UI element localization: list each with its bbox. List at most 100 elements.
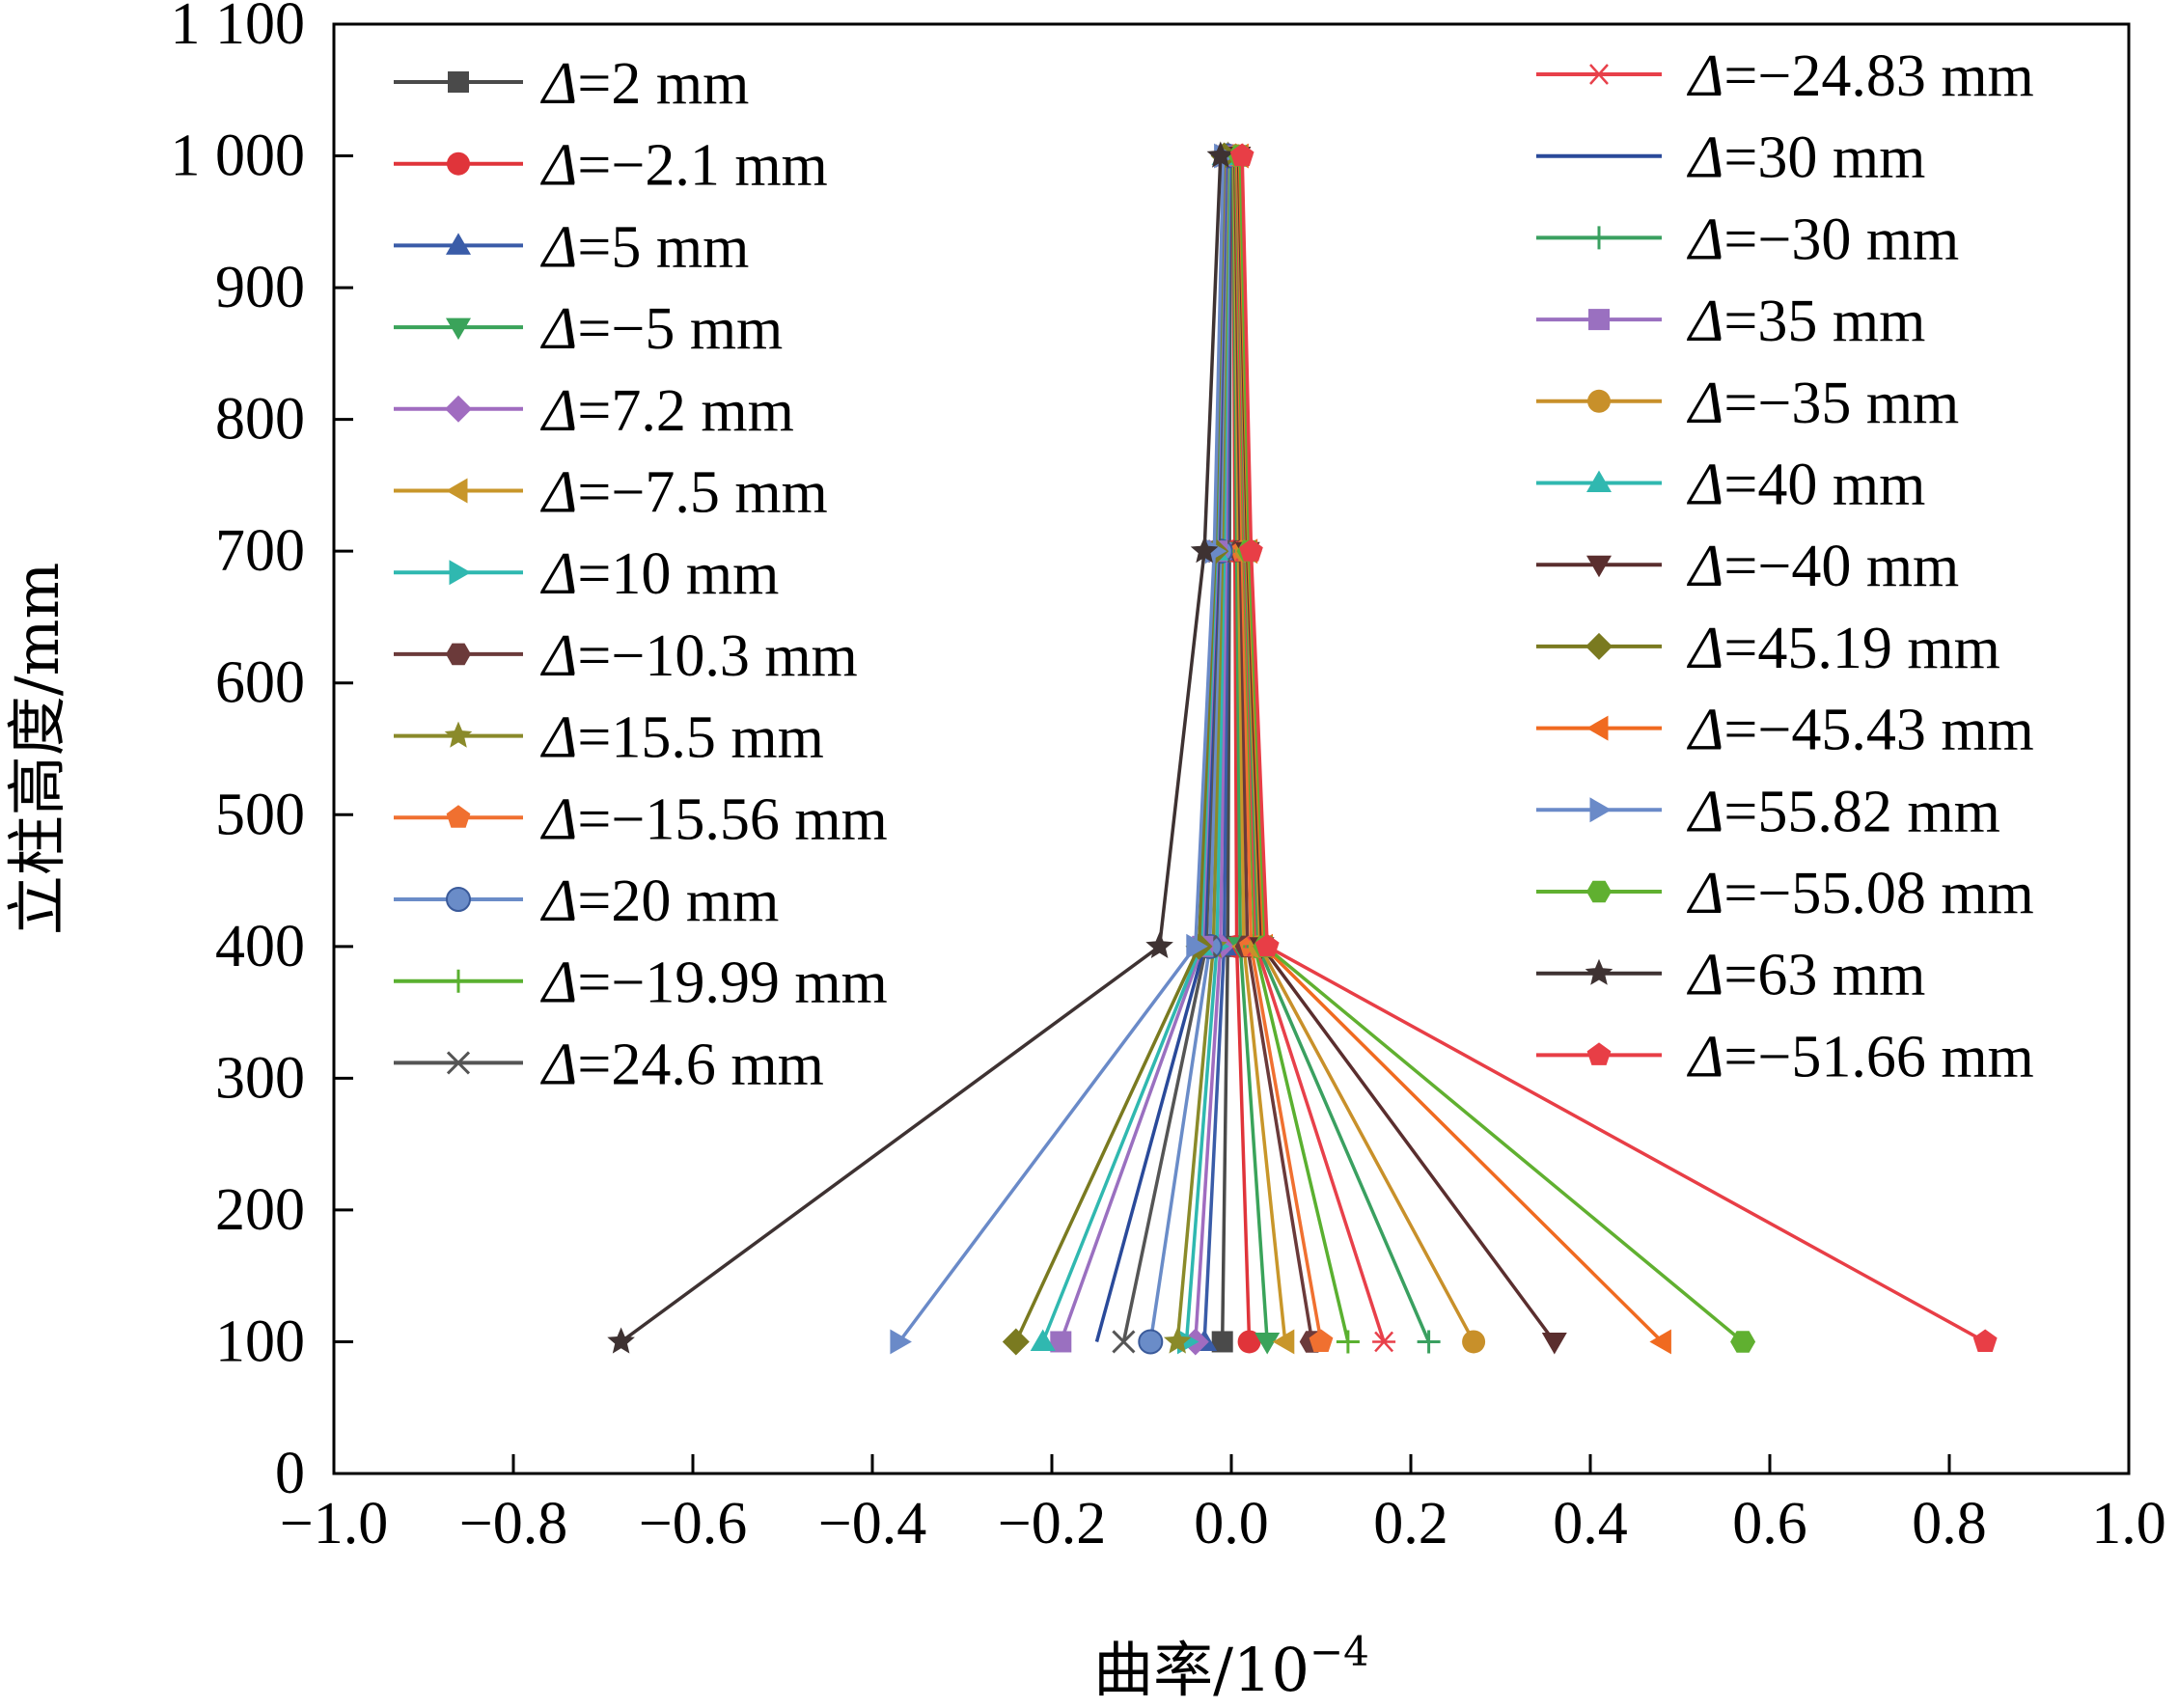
legend-label: Δ=45.19 mm bbox=[1686, 616, 2000, 681]
data-point bbox=[1030, 1329, 1056, 1351]
legend-label: Δ=−5 mm bbox=[539, 296, 783, 362]
legend-label: Δ=−2.1 mm bbox=[539, 133, 828, 199]
legend-item: Δ=−24.83 mm bbox=[1536, 43, 2034, 109]
legend-label: Δ=55.82 mm bbox=[1686, 779, 2000, 844]
legend-swatch-marker bbox=[1586, 880, 1612, 903]
series-line bbox=[1240, 155, 1987, 1344]
data-point bbox=[1254, 933, 1280, 957]
y-tick-label: 100 bbox=[215, 1309, 305, 1374]
x-tick-label: −0.6 bbox=[639, 1491, 747, 1556]
x-tick-label: 0.4 bbox=[1553, 1491, 1628, 1556]
legend-label: Δ=−7.5 mm bbox=[539, 460, 828, 526]
data-point bbox=[1417, 1330, 1441, 1354]
data-point bbox=[1730, 1331, 1756, 1353]
y-axis: 0 100 200 300 400 500 600 700 800 900 1 000 1 100 bbox=[171, 0, 353, 1506]
legend-swatch-marker bbox=[1589, 797, 1612, 823]
data-point bbox=[1211, 1331, 1233, 1353]
data-point bbox=[1239, 538, 1263, 562]
y-tick-label: 300 bbox=[215, 1045, 305, 1111]
legend-item: Δ=−15.56 mm bbox=[394, 786, 888, 852]
legend-swatch-marker bbox=[1585, 958, 1613, 985]
y-tick-label: 1 000 bbox=[171, 124, 306, 189]
legend-item: Δ=55.82 mm bbox=[1536, 779, 2000, 844]
legend-item: Δ=−30 mm bbox=[1536, 207, 1959, 272]
data-point bbox=[1272, 1329, 1295, 1355]
data-point bbox=[1190, 537, 1219, 564]
legend: Δ=2 mm Δ=−2.1 mm Δ=5 mm Δ=−5 mm Δ=7.2 mm Δ=−7… bbox=[394, 43, 2034, 1097]
y-axis-title: 立柱高度/mm bbox=[2, 563, 72, 935]
legend-swatch-marker bbox=[1587, 226, 1611, 250]
legend-swatch-marker bbox=[446, 478, 468, 504]
legend-item: Δ=−40 mm bbox=[1536, 534, 1959, 599]
legend-swatch-marker bbox=[447, 969, 470, 993]
x-tick-label: −0.8 bbox=[459, 1491, 567, 1556]
legend-label: Δ=35 mm bbox=[1686, 289, 1925, 354]
data-point bbox=[1309, 1329, 1334, 1352]
legend-label: Δ=15.5 mm bbox=[539, 705, 824, 771]
legend-swatch-marker bbox=[446, 805, 471, 828]
legend-label: Δ=10 mm bbox=[539, 541, 779, 607]
legend-label: Δ=7.2 mm bbox=[539, 378, 794, 444]
legend-swatch-marker bbox=[1586, 715, 1609, 741]
legend-item: Δ=63 mm bbox=[1536, 943, 1925, 1008]
legend-item: Δ=7.2 mm bbox=[394, 378, 794, 444]
legend-label: Δ=−35 mm bbox=[1686, 371, 1959, 436]
data-point bbox=[1462, 1330, 1486, 1354]
chart-marks bbox=[607, 141, 1998, 1356]
legend-label: Δ=−30 mm bbox=[1686, 207, 1959, 272]
legend-label: Δ=−55.08 mm bbox=[1686, 861, 2034, 926]
legend-swatch-marker bbox=[446, 233, 471, 255]
x-tick-label: −1.0 bbox=[280, 1491, 388, 1556]
series-line bbox=[1041, 155, 1227, 1343]
legend-item: Δ=5 mm bbox=[394, 214, 749, 280]
data-point bbox=[1541, 1333, 1567, 1355]
legend-swatch-marker bbox=[444, 721, 473, 748]
legend-item: Δ=−45.43 mm bbox=[1536, 698, 2034, 763]
data-point bbox=[1649, 1329, 1671, 1355]
y-tick-label: 1 100 bbox=[171, 0, 306, 57]
data-point bbox=[1229, 143, 1254, 167]
legend-label: Δ=63 mm bbox=[1686, 943, 1925, 1008]
legend-item: Δ=−35 mm bbox=[1536, 371, 1959, 436]
data-point bbox=[1372, 1331, 1396, 1353]
legend-item: Δ=24.6 mm bbox=[394, 1032, 824, 1097]
legend-item: Δ=−2.1 mm bbox=[394, 133, 828, 199]
data-point bbox=[1206, 141, 1235, 168]
series-line bbox=[897, 155, 1226, 1343]
data-point bbox=[1336, 1330, 1360, 1354]
y-tick-label: 500 bbox=[215, 782, 305, 847]
y-tick-label: 700 bbox=[215, 518, 305, 584]
data-point bbox=[890, 1329, 912, 1355]
legend-item: Δ=10 mm bbox=[394, 541, 779, 607]
legend-swatch-marker bbox=[1588, 309, 1610, 331]
legend-label: Δ=30 mm bbox=[1686, 125, 1925, 191]
x-tick-label: −0.4 bbox=[818, 1491, 926, 1556]
legend-label: Δ=−45.43 mm bbox=[1686, 698, 2034, 763]
legend-label: Δ=−40 mm bbox=[1686, 534, 1959, 599]
legend-swatch-marker bbox=[446, 1051, 471, 1075]
x-tick-label: 0.0 bbox=[1194, 1491, 1269, 1556]
legend-label: Δ=−15.56 mm bbox=[539, 786, 888, 852]
legend-swatch-marker bbox=[449, 560, 471, 586]
x-tick-label: 0.8 bbox=[1912, 1491, 1987, 1556]
legend-item: Δ=−51.66 mm bbox=[1536, 1024, 2034, 1089]
data-point bbox=[1972, 1329, 1998, 1352]
legend-label: Δ=40 mm bbox=[1686, 453, 1925, 518]
legend-swatch-marker bbox=[1586, 555, 1612, 578]
series-25 bbox=[607, 141, 1235, 1354]
legend-item: Δ=−7.5 mm bbox=[394, 460, 828, 526]
series-line bbox=[1238, 155, 1745, 1343]
legend-item: Δ=−55.08 mm bbox=[1536, 861, 2034, 926]
legend-swatch-marker bbox=[1586, 470, 1612, 492]
legend-label: Δ=5 mm bbox=[539, 214, 749, 280]
series-line bbox=[1235, 155, 1475, 1343]
y-tick-label: 400 bbox=[215, 914, 305, 979]
legend-item: Δ=−19.99 mm bbox=[394, 950, 888, 1016]
y-tick-label: 900 bbox=[215, 255, 305, 320]
legend-label: Δ=20 mm bbox=[539, 868, 779, 934]
legend-swatch-marker bbox=[446, 887, 471, 912]
data-point bbox=[1237, 1330, 1261, 1354]
legend-swatch-marker bbox=[446, 317, 471, 341]
y-tick-label: 200 bbox=[215, 1177, 305, 1243]
